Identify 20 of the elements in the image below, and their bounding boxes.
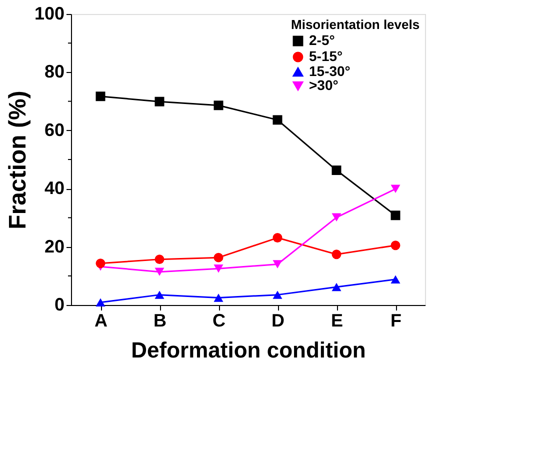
y-tick-label: 0	[54, 294, 64, 314]
x-tick-label: D	[272, 310, 284, 330]
legend-title: Misorientation levels	[291, 17, 420, 32]
legend-label: 2-5°	[309, 32, 335, 48]
legend-label: 5-15°	[309, 48, 343, 64]
x-tick-label: E	[330, 310, 344, 330]
y-tick-label: 40	[44, 178, 64, 198]
y-tick-label: 20	[44, 236, 64, 256]
point	[332, 166, 342, 176]
y-axis-title: Fraction (%)	[4, 90, 32, 230]
x-axis-title: Deformation condition	[131, 338, 366, 362]
x-tick-label: C	[212, 310, 226, 330]
x-tick-label: F	[390, 310, 402, 330]
x-tick-label: A	[94, 310, 108, 330]
legend-label: >30°	[309, 77, 338, 93]
legend-label: 15-30°	[309, 63, 350, 79]
y-tick-label: 60	[44, 120, 64, 140]
y-tick-label: 80	[44, 62, 64, 82]
x-tick-label: B	[154, 310, 166, 330]
y-tick-label: 100	[34, 4, 64, 24]
